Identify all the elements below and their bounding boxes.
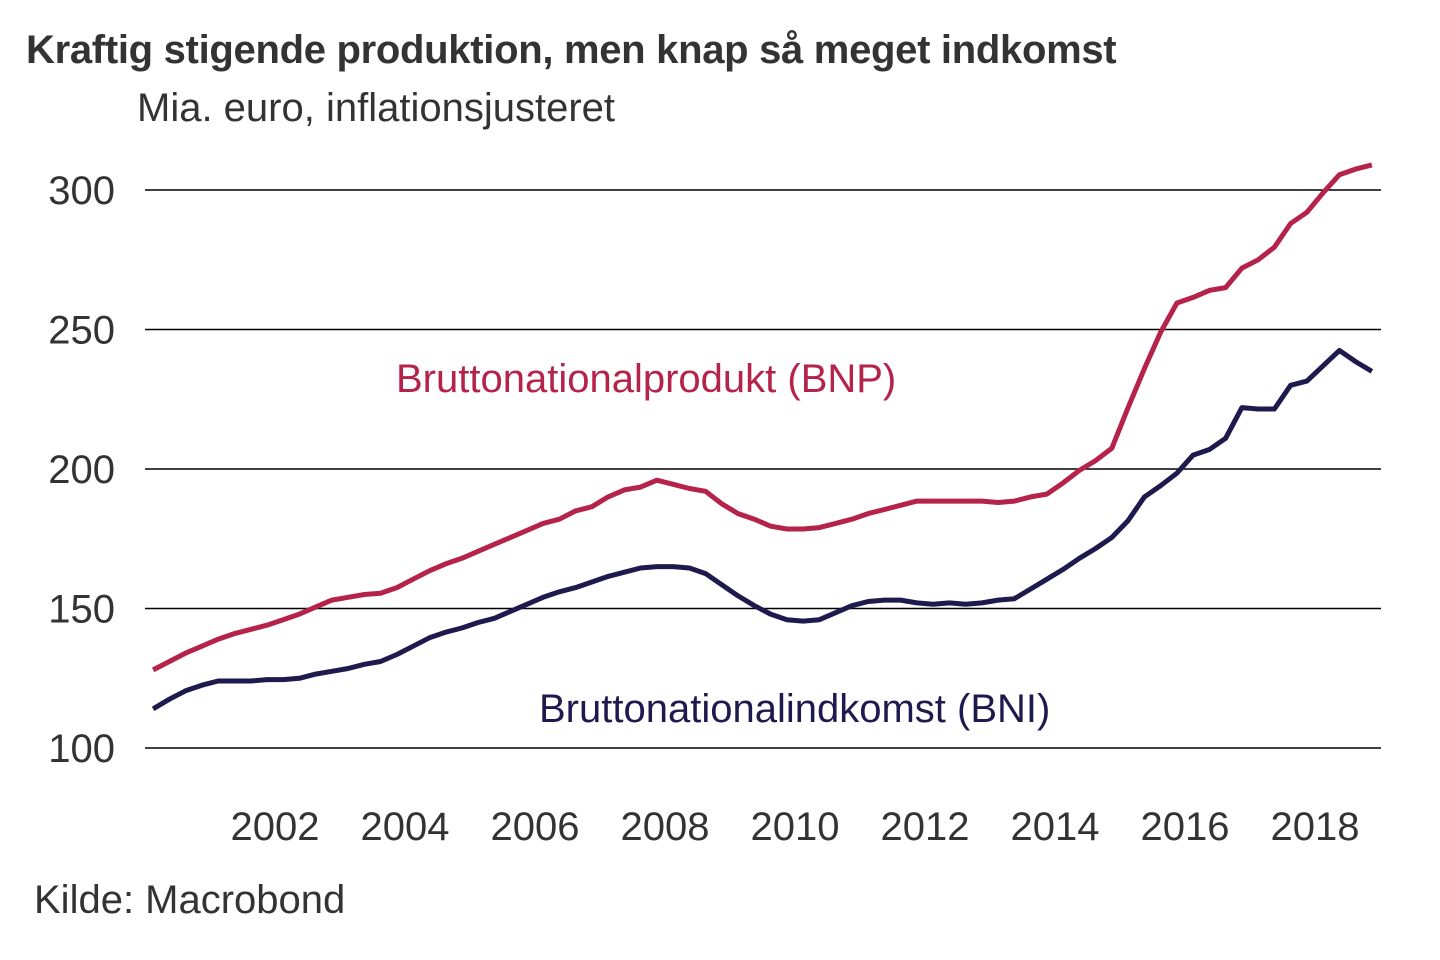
y-tick-label: 100 bbox=[48, 727, 115, 771]
x-tick-label: 2004 bbox=[361, 805, 450, 849]
x-tick-label: 2002 bbox=[231, 805, 320, 849]
chart-subtitle: Mia. euro, inflationsjusteret bbox=[137, 86, 616, 130]
series-line-bni bbox=[151, 347, 1374, 712]
y-tick-label: 300 bbox=[48, 169, 115, 213]
y-tick-label: 200 bbox=[48, 448, 115, 492]
x-tick-label: 2010 bbox=[751, 805, 840, 849]
y-tick-label: 250 bbox=[48, 309, 115, 353]
y-axis-ticks: 300 250 200 150 100 bbox=[48, 169, 115, 771]
x-tick-label: 2014 bbox=[1011, 805, 1100, 849]
series-label-bnp: Bruttonationalprodukt (BNP) bbox=[396, 357, 896, 401]
x-tick-label: 2016 bbox=[1141, 805, 1230, 849]
gridlines bbox=[145, 189, 1381, 749]
x-tick-label: 2008 bbox=[621, 805, 710, 849]
series-line-bnp bbox=[151, 162, 1373, 673]
x-axis-ticks: 2002 2004 2006 2008 2010 2012 2014 2016 2018 bbox=[231, 805, 1360, 849]
series-label-bni: Bruttonationalindkomst (BNI) bbox=[539, 687, 1050, 731]
chart-title: Kraftig stigende produktion, men knap så… bbox=[26, 28, 1117, 72]
x-tick-label: 2006 bbox=[491, 805, 580, 849]
x-tick-label: 2018 bbox=[1271, 805, 1360, 849]
series-lines bbox=[151, 162, 1374, 712]
y-tick-label: 150 bbox=[48, 588, 115, 632]
source-note: Kilde: Macrobond bbox=[34, 878, 346, 922]
x-tick-label: 2012 bbox=[881, 805, 970, 849]
